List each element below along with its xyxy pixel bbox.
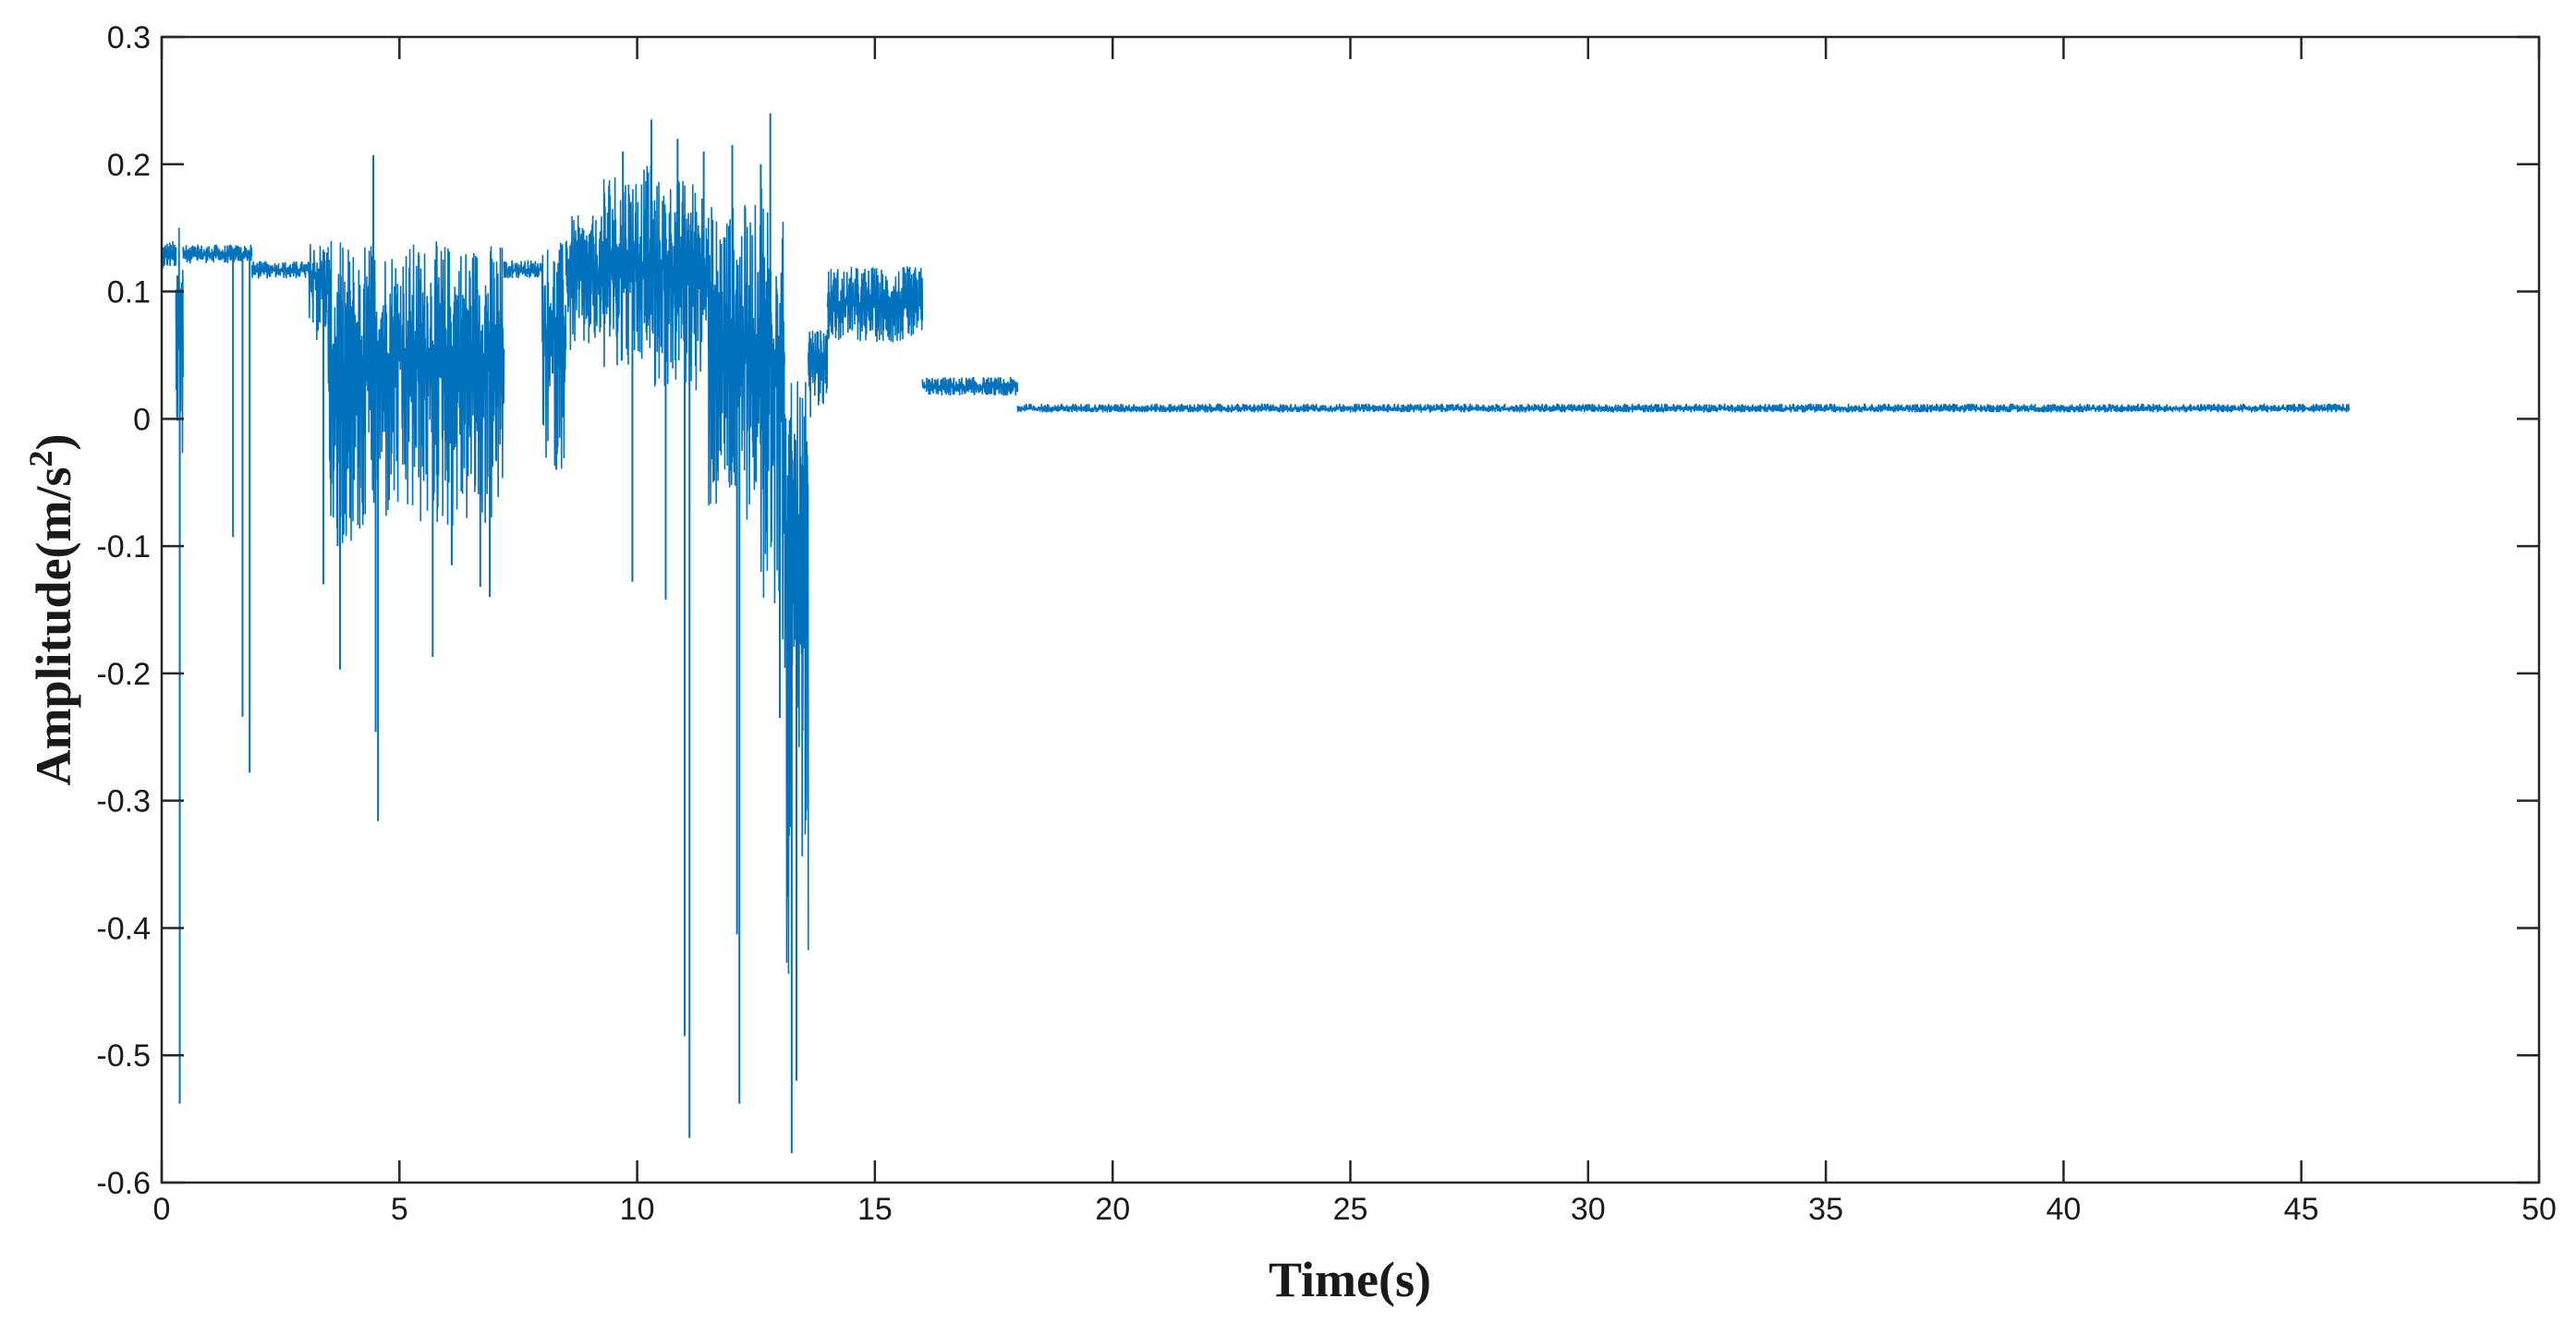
series-signal xyxy=(161,113,2350,1154)
y-axis-label-superscript: 2 xyxy=(22,450,59,467)
signal-segment xyxy=(161,241,177,269)
plot-area xyxy=(161,113,2350,1154)
x-tick-label: 50 xyxy=(2521,1192,2557,1227)
y-axis: 0.3 0.2 0.1 0 -0.1 -0.2 -0.3 -0.4 -0.5 -0.6 xyxy=(96,20,2539,1201)
x-axis: 0 5 10 15 20 25 30 35 40 45 50 xyxy=(153,37,2557,1227)
signal-segment xyxy=(784,381,809,975)
y-tick-label: -0.6 xyxy=(96,1166,151,1201)
y-tick-label: 0.2 xyxy=(107,148,151,183)
y-tick-label: -0.4 xyxy=(96,911,151,946)
x-tick-label: 30 xyxy=(1571,1192,1606,1227)
y-axis-label-main: Amplitude(m/s xyxy=(26,467,81,785)
signal-segment xyxy=(1016,403,2350,413)
x-tick-label: 40 xyxy=(2046,1192,2081,1227)
x-tick-label: 5 xyxy=(391,1192,408,1227)
y-axis-label-close: ) xyxy=(26,434,81,451)
x-tick-label: 25 xyxy=(1333,1192,1368,1227)
signal-segment xyxy=(921,376,1019,396)
signal-segment xyxy=(308,244,329,341)
y-tick-label: -0.2 xyxy=(96,657,151,692)
signal-segment xyxy=(602,164,652,368)
signal-segment xyxy=(541,242,567,469)
axes-box xyxy=(160,35,2541,1184)
x-tick-label: 20 xyxy=(1095,1192,1130,1227)
y-tick-label: -0.3 xyxy=(96,784,151,819)
signal-segment xyxy=(365,241,505,527)
x-tick-label: 45 xyxy=(2284,1192,2319,1227)
y-axis-label: Amplitude(m/s2) xyxy=(22,434,81,786)
signal-segment xyxy=(808,329,829,418)
y-tick-label: -0.5 xyxy=(96,1038,151,1074)
x-tick-label: 35 xyxy=(1808,1192,1843,1227)
signal-segment xyxy=(650,180,710,391)
y-tick-label: 0.3 xyxy=(107,20,151,55)
y-tick-label: 0 xyxy=(133,402,151,437)
x-axis-label: Time(s) xyxy=(1269,1252,1431,1307)
signal-segment xyxy=(759,188,785,639)
y-tick-label: 0.1 xyxy=(107,275,151,310)
x-tick-label: 15 xyxy=(857,1192,893,1227)
signal-segment xyxy=(826,266,924,343)
x-tick-label: 0 xyxy=(153,1192,171,1227)
signal-segment xyxy=(707,204,762,520)
y-tick-label: -0.1 xyxy=(96,529,151,564)
signal-segment xyxy=(327,240,368,543)
x-tick-label: 10 xyxy=(620,1192,655,1227)
signal-segment xyxy=(565,214,605,350)
signal-segment xyxy=(503,260,543,279)
signal-segment xyxy=(250,261,310,279)
signal-segment xyxy=(182,244,253,264)
